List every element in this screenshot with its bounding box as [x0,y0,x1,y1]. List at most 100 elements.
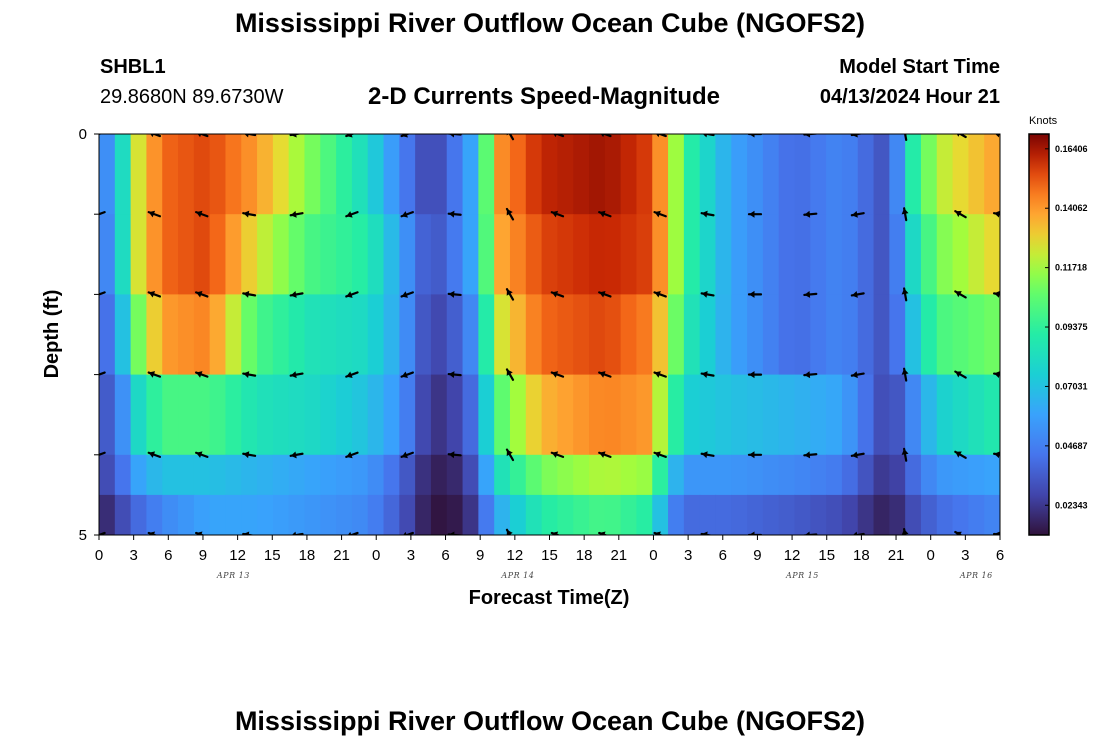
vector-head [901,208,909,215]
vector-head [346,134,353,138]
vector-head [346,451,353,459]
x-tick-label: 0 [372,547,380,564]
heatmap-cell [620,494,638,535]
heatmap-cell [905,374,922,456]
vector-head [701,451,708,459]
colorbar-unit-label: Knots [1029,115,1058,127]
heatmap-cell [668,214,685,295]
current-vector [345,291,359,298]
vector-head [197,134,202,138]
heatmap-cell [257,374,274,456]
heatmap-cell [99,134,116,215]
heatmap-cell [620,374,638,456]
heatmap-cell [557,494,574,535]
heatmap-cell [668,494,685,535]
vector-head [243,210,250,218]
vector-shaft [348,531,359,535]
heatmap-cell [415,494,432,535]
x-tick-label: 3 [684,547,692,564]
heatmap-cell [525,494,543,535]
heatmap-cell [178,374,195,456]
heatmap-cell [399,374,416,456]
vector-head [401,134,408,138]
current-vector [195,290,209,298]
colorbar-tick-label: 0.11718 [1055,263,1087,273]
heatmap-cell [984,294,1000,376]
heatmap-cell [731,374,748,456]
heatmap-cell [968,374,985,456]
current-vector [954,530,963,535]
heatmap-cell [873,374,890,456]
current-vector [803,290,818,298]
x-tick-label: 0 [927,547,935,564]
current-vector [653,371,667,378]
heatmap-cell [747,374,764,456]
current-vector [147,210,162,218]
current-vector [147,451,162,458]
current-vector [901,367,909,382]
heatmap-cell [873,454,890,496]
heatmap-cell [794,214,811,295]
vector-shaft [290,532,304,535]
vector-head [196,451,203,458]
current-vector [803,451,818,459]
vector-head [243,290,250,298]
current-vector [598,371,612,378]
heatmap-cell [114,374,132,456]
heatmap-cell [241,294,258,376]
heatmap-cell [683,374,701,456]
heatmap-cell [99,294,116,376]
heatmap-cell [984,214,1000,295]
heatmap-cell [351,454,369,496]
heatmap-cell [162,134,179,215]
heatmap-cell [589,494,606,535]
heatmap-cell [778,294,796,376]
current-vector [747,290,763,298]
vector-shaft [554,134,565,138]
current-vector [901,447,909,462]
vector-head [804,210,811,218]
heatmap-cell [257,294,274,376]
heatmap-cell [604,214,622,295]
current-vector [242,451,257,459]
vector-head [448,210,455,218]
heatmap-cell [146,374,163,456]
vector-head [291,531,297,535]
heatmap-cell [304,374,321,456]
vector-head [851,291,858,298]
heatmap-cell [620,294,638,376]
heatmap-cell [905,294,922,376]
x-date-label: APR 14 [500,571,534,580]
repeated-chart-title: Mississippi River Outflow Ocean Cube (NG… [234,706,866,736]
heatmap-cell [525,214,543,295]
vector-head [290,134,297,138]
heatmap-cell [146,494,163,535]
heatmap-cell [747,134,764,215]
heatmap-cell [604,494,622,535]
heatmap-cell [841,494,859,535]
current-vector [447,451,462,459]
heatmap-cell [794,494,811,535]
heatmap-cell [462,454,479,496]
heatmap-cell [920,134,938,215]
vector-head [506,369,513,376]
vector-head [994,451,1000,459]
heatmap-cell [573,294,590,376]
current-vector [400,211,414,218]
heatmap-cell [288,294,306,376]
heatmap-cell [288,214,306,295]
heatmap-cell [146,454,163,496]
vector-head [290,291,297,298]
current-vector [803,371,818,379]
current-vector [901,207,909,222]
heatmap-cell [699,454,717,496]
heatmap-cell [383,494,400,535]
heatmap-cell [462,494,479,535]
heatmap-cell [920,214,938,295]
heatmap-cell [936,214,954,295]
heatmap-cell [288,494,306,535]
current-vector [747,134,763,138]
heatmap-cell [573,134,590,215]
heatmap-cell [336,454,353,496]
heatmap-cell [652,454,669,496]
